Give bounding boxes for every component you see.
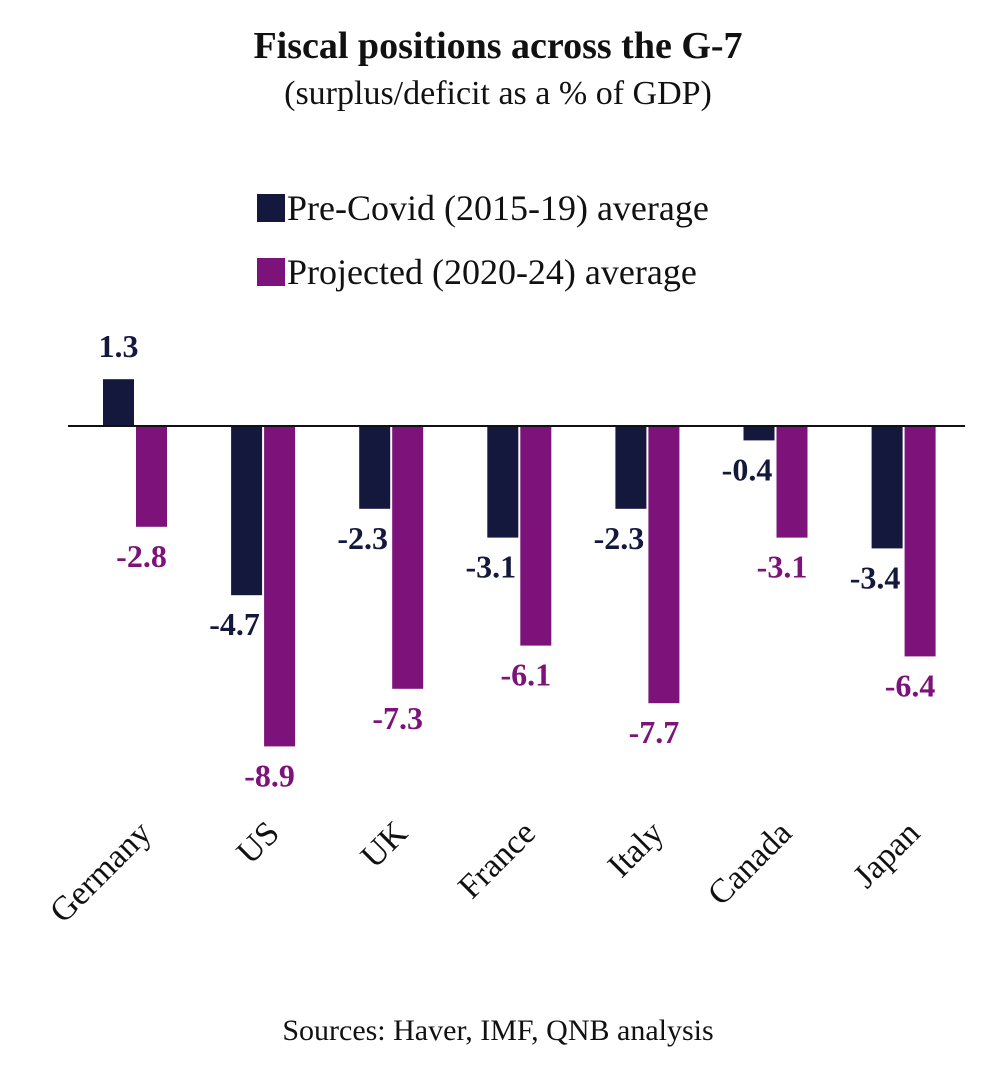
category-label-canada: Canada <box>701 814 799 912</box>
bar-france-projected <box>520 426 552 646</box>
category-label-germany: Germany <box>43 814 159 930</box>
value-label-italy-projected: -7.7 <box>629 714 680 750</box>
legend-label-projected: Projected (2020-24) average <box>287 252 697 292</box>
bar-germany-pre-covid <box>103 379 134 426</box>
bar-uk-projected <box>392 426 424 689</box>
value-label-france-pre-covid: -3.1 <box>465 549 516 585</box>
legend-swatch-pre-covid <box>257 194 285 222</box>
bar-japan-projected <box>904 426 936 657</box>
value-label-japan-projected: -6.4 <box>885 667 936 703</box>
bar-group <box>103 379 936 747</box>
value-label-germany-pre-covid: 1.3 <box>99 328 139 364</box>
category-label-group: Germany US UK France Italy Canada Japan <box>43 814 927 930</box>
value-label-germany-projected: -2.8 <box>116 538 167 574</box>
bar-france-pre-covid <box>487 426 519 538</box>
bar-italy-projected <box>648 426 680 704</box>
bar-uk-pre-covid <box>359 426 391 509</box>
legend-label-pre-covid: Pre-Covid (2015-19) average <box>287 188 709 228</box>
value-label-uk-projected: -7.3 <box>372 700 423 736</box>
value-label-group: 1.3 -2.8 -4.7 -8.9 -2.3 -7.3 -3.1 -6.1 -2.3 -7.7 -… <box>99 328 936 793</box>
value-label-us-pre-covid: -4.7 <box>209 606 260 642</box>
category-label-japan: Japan <box>846 814 927 895</box>
chart-title: Fiscal positions across the G-7 <box>253 25 742 67</box>
value-label-japan-pre-covid: -3.4 <box>850 559 901 595</box>
bar-germany-projected <box>136 426 167 527</box>
legend: Pre-Covid (2015-19) average Projected (20… <box>257 188 709 292</box>
value-label-uk-pre-covid: -2.3 <box>337 520 388 556</box>
bar-japan-pre-covid <box>871 426 903 549</box>
category-label-us: US <box>230 814 287 871</box>
category-label-france: France <box>451 814 543 906</box>
bar-canada-projected <box>776 426 808 538</box>
value-label-france-projected: -6.1 <box>500 657 551 693</box>
bar-canada-pre-covid <box>743 426 775 441</box>
chart-subtitle: (surplus/deficit as a % of GDP) <box>284 75 712 112</box>
value-label-canada-projected: -3.1 <box>757 549 808 585</box>
category-label-uk: UK <box>354 814 415 875</box>
chart-source: Sources: Haver, IMF, QNB analysis <box>282 1014 713 1047</box>
value-label-us-projected: -8.9 <box>244 757 295 793</box>
bar-italy-pre-covid <box>615 426 647 509</box>
category-label-italy: Italy <box>601 814 671 884</box>
bar-us-pre-covid <box>231 426 263 596</box>
value-label-canada-pre-covid: -0.4 <box>722 451 773 487</box>
bar-us-projected <box>264 426 296 747</box>
legend-swatch-projected <box>257 258 285 286</box>
value-label-italy-pre-covid: -2.3 <box>594 520 645 556</box>
